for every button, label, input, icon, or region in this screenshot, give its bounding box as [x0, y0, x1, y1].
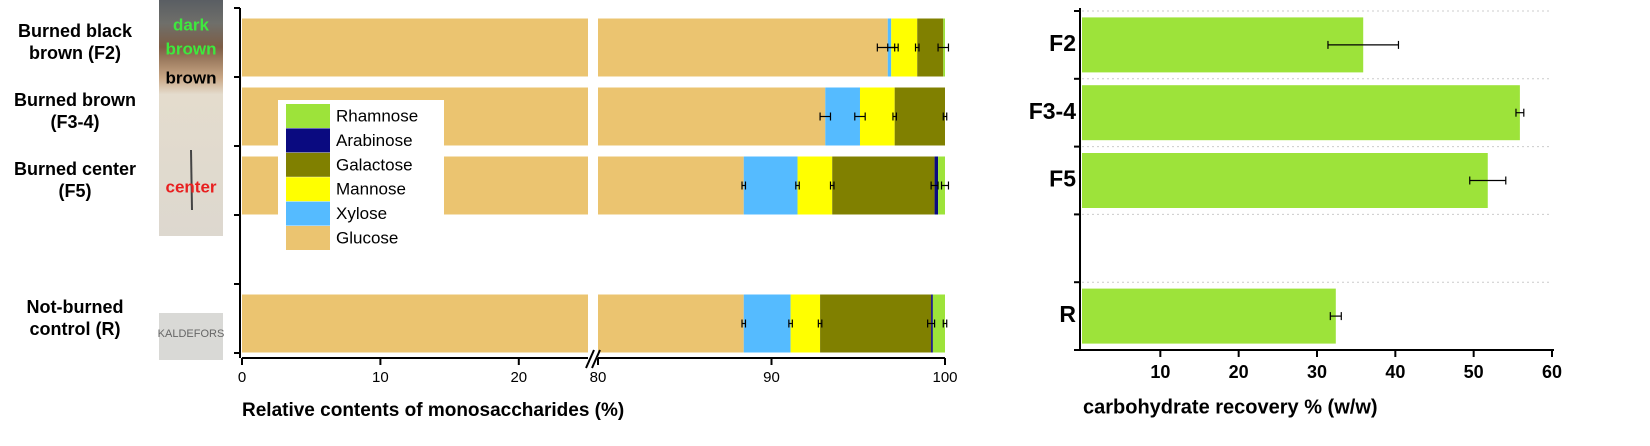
x-tick-label: 20: [510, 369, 527, 386]
bar-segment: [242, 18, 888, 77]
error-bar: [819, 112, 832, 121]
error-bar: [887, 43, 896, 52]
error-bar: [940, 181, 950, 190]
bar: [1082, 17, 1364, 73]
x-tick-label: 40: [1385, 362, 1405, 382]
legend-label: Arabinose: [336, 131, 413, 150]
error-bar: [930, 181, 939, 190]
legend-label: Glucose: [336, 228, 398, 247]
legend-swatch: [286, 104, 330, 128]
category-label: F2: [1049, 30, 1076, 56]
legend-swatch: [286, 128, 330, 153]
x-tick-label: 90: [763, 369, 780, 386]
bar-segment: [743, 156, 798, 215]
error-bar: [741, 181, 747, 190]
error-bar: [927, 319, 936, 328]
legend-swatch: [286, 177, 330, 202]
legend-label: Xylose: [336, 204, 387, 223]
legend-swatch: [286, 201, 330, 226]
category-label: F3-4: [1029, 98, 1077, 124]
legend-label: Galactose: [336, 155, 413, 174]
error-bar: [741, 319, 747, 328]
bar-segment: [832, 156, 935, 215]
bar: [1082, 85, 1520, 141]
bar: [1082, 288, 1336, 344]
error-bar: [795, 181, 800, 190]
error-bar: [914, 43, 920, 52]
legend-label: Mannose: [336, 180, 406, 199]
x-axis-title: Relative contents of monosaccharides (%): [242, 400, 624, 421]
error-bar: [788, 319, 793, 328]
photo: [159, 313, 223, 360]
legend-swatch: [286, 152, 330, 177]
axis-break-gap: [588, 0, 598, 370]
error-bar: [892, 112, 898, 121]
bar-segment: [894, 87, 945, 146]
x-tick-label: 10: [372, 369, 389, 386]
x-tick-label: 20: [1229, 362, 1249, 382]
error-bar: [937, 43, 950, 52]
error-bar: [1469, 176, 1507, 185]
photo-label: brown: [166, 68, 217, 87]
category-label: Burned brown (F3-4): [14, 89, 136, 132]
bar: [1082, 153, 1488, 208]
error-bar: [942, 319, 948, 328]
error-bar: [942, 112, 948, 121]
axis-break-mark: [585, 349, 595, 369]
photo-label: dark: [173, 15, 209, 34]
category-label: F5: [1049, 166, 1076, 192]
bar-segment: [743, 294, 791, 353]
error-bar: [854, 112, 866, 121]
photo-label: brown: [166, 39, 217, 58]
error-bar: [1327, 40, 1400, 49]
photo-label: center: [165, 177, 216, 196]
x-tick-label: 80: [590, 369, 607, 386]
category-label: Not-burned control (R): [26, 296, 124, 339]
category-label: Burned center (F5): [13, 158, 137, 201]
error-bar: [817, 319, 823, 328]
category-label: R: [1059, 301, 1076, 327]
bar-segment: [790, 294, 821, 353]
error-bar: [829, 181, 835, 190]
bar-segment: [820, 294, 932, 353]
x-tick-label: 100: [932, 369, 957, 386]
bar-segment: [932, 294, 945, 353]
bar-segment: [242, 294, 744, 353]
x-tick-label: 10: [1150, 362, 1170, 382]
x-tick-label: 60: [1542, 362, 1562, 382]
photo-mark: [190, 149, 193, 211]
legend-swatch: [286, 226, 330, 250]
x-tick-label: 50: [1464, 362, 1484, 382]
bar-segment: [797, 156, 833, 215]
x-tick-label: 30: [1307, 362, 1327, 382]
x-axis-title: carbohydrate recovery % (w/w): [1083, 396, 1378, 418]
legend-label: Rhamnose: [336, 106, 418, 125]
category-label: Burned black brown (F2): [17, 20, 133, 63]
axis-break-mark: [591, 349, 601, 369]
photo-label: KALDEFORS: [158, 328, 225, 340]
error-bar: [1515, 108, 1525, 117]
error-bar: [1329, 312, 1342, 321]
x-tick-label: 0: [238, 369, 246, 386]
